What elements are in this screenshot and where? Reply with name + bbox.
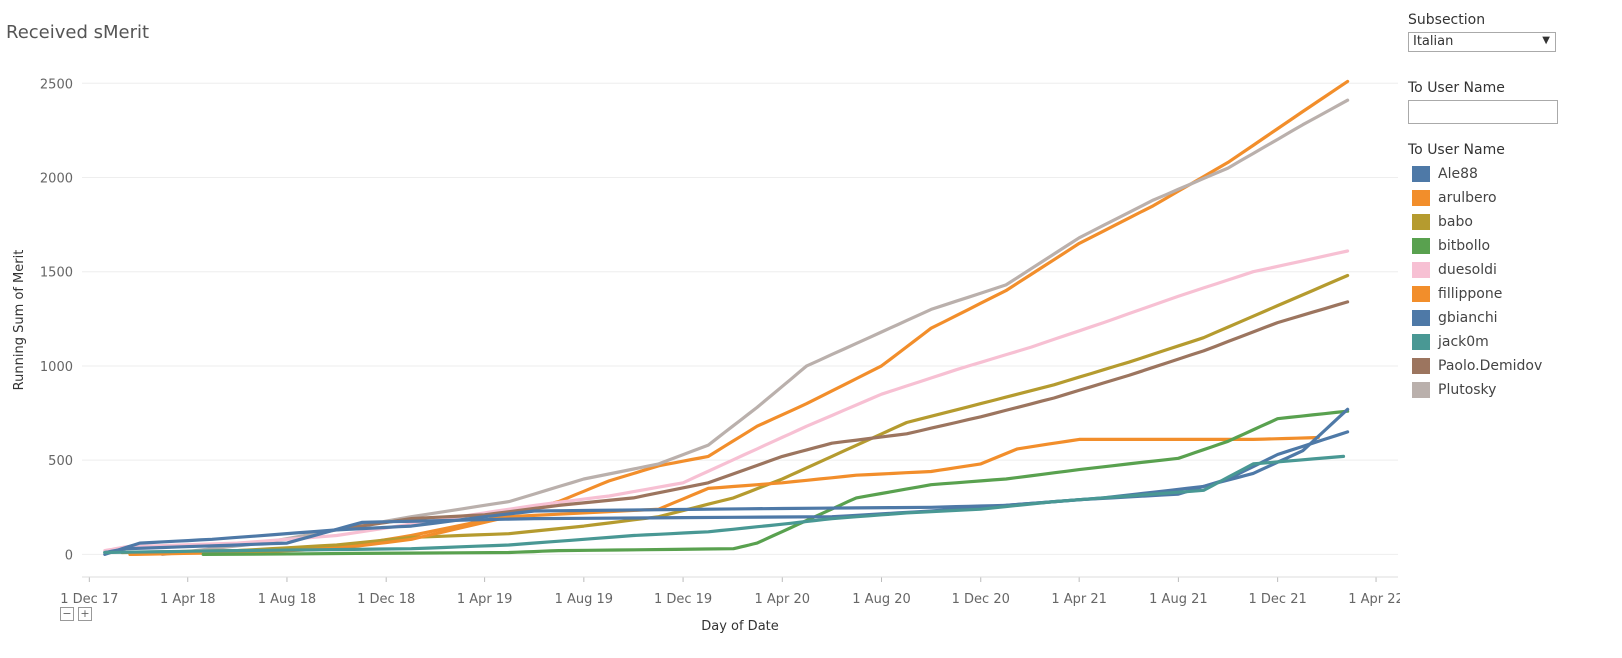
username-input[interactable] [1408, 100, 1558, 124]
legend-item[interactable]: babo [1408, 210, 1614, 234]
y-tick-label: 2500 [40, 77, 73, 92]
legend-item[interactable]: bitbollo [1408, 234, 1614, 258]
series-line-paolo-demidov[interactable] [335, 300, 1350, 532]
legend-label: Plutosky [1438, 382, 1497, 398]
legend-label: gbianchi [1438, 310, 1498, 326]
legend-swatch [1412, 334, 1430, 350]
series-line-babo[interactable] [120, 273, 1350, 555]
x-tick-label: 1 Apr 19 [457, 592, 513, 607]
legend-label: fillippone [1438, 286, 1503, 302]
legend-swatch [1412, 214, 1430, 230]
legend-item[interactable]: gbianchi [1408, 306, 1614, 330]
legend-swatch [1412, 358, 1430, 374]
x-tick-label: 1 Aug 21 [1149, 592, 1207, 607]
series-line-fillippone[interactable] [128, 435, 1320, 556]
legend-label: jack0m [1438, 334, 1489, 350]
legend-item[interactable]: Plutosky [1408, 378, 1614, 402]
gridlines [82, 82, 1398, 555]
series-line-plutosky[interactable] [160, 98, 1350, 556]
legend-label: bitbollo [1438, 238, 1491, 254]
legend-label: Paolo.Demidov [1438, 358, 1543, 374]
x-tick-label: 1 Aug 20 [852, 592, 910, 607]
y-tick-label: 1500 [40, 266, 73, 281]
y-tick-label: 2000 [40, 171, 73, 186]
legend-swatch [1412, 166, 1430, 182]
subsection-label: Subsection [1408, 12, 1486, 28]
legend-swatch [1412, 238, 1430, 254]
y-tick-label: 500 [48, 454, 73, 469]
y-axis-title: Running Sum of Merit [12, 250, 27, 391]
y-tick-label: 0 [65, 548, 73, 563]
filter-panel: Subsection Italian ▼ To User Name To Use… [1408, 12, 1614, 402]
legend-swatch [1412, 190, 1430, 206]
series-line-jack0m[interactable] [103, 454, 1346, 555]
x-tick-label: 1 Apr 22 [1348, 592, 1400, 607]
legend-item[interactable]: jack0m [1408, 330, 1614, 354]
legend-item[interactable]: Ale88 [1408, 162, 1614, 186]
x-tick-label: 1 Aug 18 [258, 592, 316, 607]
zoom-out-button[interactable]: − [60, 607, 74, 621]
x-tick-label: 1 Dec 20 [952, 592, 1010, 607]
zoom-controls: − + [60, 607, 92, 621]
legend-swatch [1412, 286, 1430, 302]
x-tick-label: 1 Apr 21 [1051, 592, 1107, 607]
x-tick-label: 1 Dec 17 [60, 592, 118, 607]
y-axis-ticks: 0 500 1000 1500 2000 2500 [40, 77, 73, 563]
x-tick-label: 1 Apr 18 [160, 592, 216, 607]
x-axis-title: Day of Date [701, 619, 779, 634]
chart-title: Received sMerit [6, 22, 150, 43]
legend-label: babo [1438, 214, 1473, 230]
legend-swatch [1412, 310, 1430, 326]
legend-item[interactable]: duesoldi [1408, 258, 1614, 282]
legend-item[interactable]: fillippone [1408, 282, 1614, 306]
username-label: To User Name [1408, 80, 1505, 96]
legend: Ale88 arulbero babo bitbollo duesoldi fillipp… [1408, 162, 1614, 402]
series-line-bitbollo[interactable] [201, 409, 1350, 556]
x-tick-label: 1 Dec 18 [357, 592, 415, 607]
legend-item[interactable]: Paolo.Demidov [1408, 354, 1614, 378]
x-tick-label: 1 Apr 20 [755, 592, 811, 607]
subsection-dropdown[interactable]: Italian ▼ [1408, 32, 1556, 52]
legend-label: Ale88 [1438, 166, 1478, 182]
legend-swatch [1412, 262, 1430, 278]
legend-item[interactable]: arulbero [1408, 186, 1614, 210]
x-axis-ticks: 1 Dec 17 1 Apr 18 1 Aug 18 1 Dec 18 1 Apr 19… [60, 577, 1400, 607]
series-line-duesoldi[interactable] [103, 249, 1350, 553]
x-tick-label: 1 Dec 21 [1249, 592, 1307, 607]
x-tick-label: 1 Aug 19 [555, 592, 613, 607]
legend-title: To User Name [1408, 142, 1505, 158]
legend-swatch [1412, 382, 1430, 398]
line-chart: 0 500 1000 1500 2000 2500 1 Dec 17 1 Apr 18 1 A… [12, 77, 1400, 634]
y-tick-label: 1000 [40, 360, 73, 375]
x-tick-label: 1 Dec 19 [654, 592, 712, 607]
legend-label: arulbero [1438, 190, 1497, 206]
series-line-arulbero[interactable] [128, 79, 1350, 556]
series-line-ale88[interactable] [103, 430, 1350, 556]
series-lines [103, 79, 1350, 556]
legend-label: duesoldi [1438, 262, 1497, 278]
chevron-down-icon: ▼ [1542, 35, 1550, 46]
zoom-in-button[interactable]: + [78, 607, 92, 621]
subsection-value: Italian [1413, 34, 1454, 49]
